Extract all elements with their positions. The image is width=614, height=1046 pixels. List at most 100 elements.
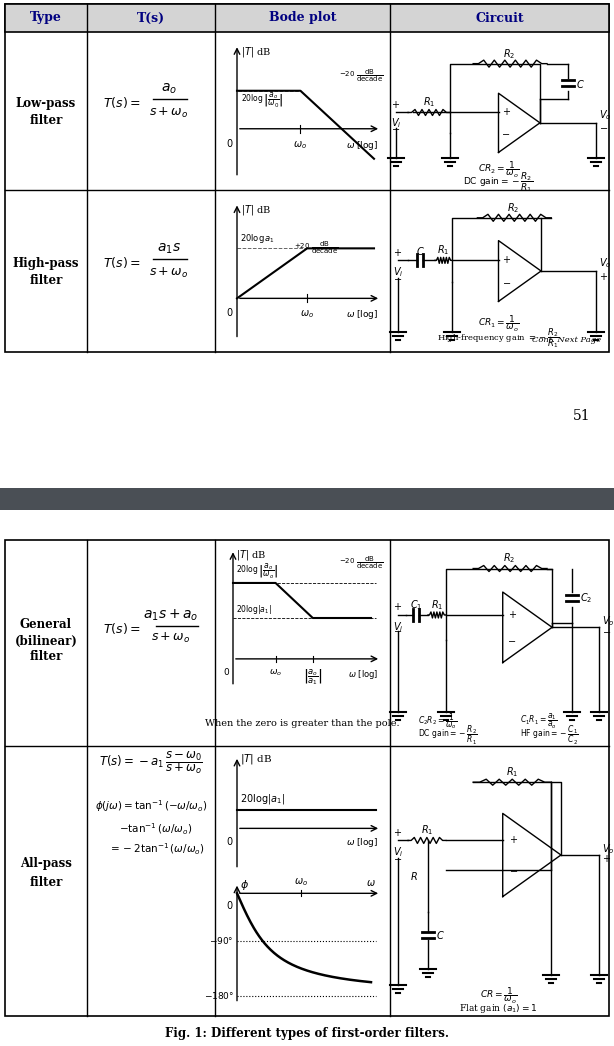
Text: $20\log|a_1|$: $20\log|a_1|$: [236, 602, 272, 616]
Text: $T(s) =$: $T(s) =$: [103, 95, 141, 111]
Text: Circuit: Circuit: [475, 12, 524, 24]
Text: High-frequency gain $= -\dfrac{R_2}{R_1}$: High-frequency gain $= -\dfrac{R_2}{R_1}…: [437, 326, 559, 349]
Text: High-pass: High-pass: [13, 256, 79, 270]
Text: $a_1 s$: $a_1 s$: [157, 242, 181, 256]
Text: $R_1$: $R_1$: [423, 95, 435, 110]
Text: Flat gain $(a_1) = 1$: Flat gain $(a_1) = 1$: [459, 1002, 538, 1015]
Text: $R_1$: $R_1$: [506, 766, 518, 779]
Text: $CR_1 = \dfrac{1}{\omega_o}$: $CR_1 = \dfrac{1}{\omega_o}$: [478, 314, 519, 335]
Text: Cont. Next Page: Cont. Next Page: [532, 336, 601, 344]
Text: $V_i$: $V_i$: [393, 620, 403, 634]
Text: $+$: $+$: [394, 601, 403, 613]
Text: $|T|$ dB: $|T|$ dB: [240, 752, 272, 766]
Text: $\omega\ \mathrm{[log]}$: $\omega\ \mathrm{[log]}$: [348, 668, 378, 681]
Text: $R_2$: $R_2$: [503, 47, 515, 61]
Text: $\omega\ \mathrm{[log]}$: $\omega\ \mathrm{[log]}$: [346, 837, 378, 849]
Bar: [5, 4, 609, 32]
Text: $\mathrm{DC\ gain} = -\dfrac{R_2}{R_1}$: $\mathrm{DC\ gain} = -\dfrac{R_2}{R_1}$: [464, 170, 534, 194]
Text: +: +: [502, 255, 510, 266]
Text: $R_2$: $R_2$: [507, 201, 519, 214]
Text: $s + \omega_o$: $s + \omega_o$: [152, 631, 190, 645]
Text: $C_1 R_1 = \dfrac{a_1}{a_o}$: $C_1 R_1 = \dfrac{a_1}{a_o}$: [519, 711, 557, 731]
Text: $V_i$: $V_i$: [393, 266, 403, 279]
Text: T(s): T(s): [137, 12, 165, 24]
Text: Type: Type: [30, 12, 62, 24]
Text: filter: filter: [29, 651, 63, 663]
Text: $V_i$: $V_i$: [391, 116, 402, 131]
Text: $-\tan^{-1}(\omega/\omega_o)$: $-\tan^{-1}(\omega/\omega_o)$: [119, 821, 193, 837]
Text: $=-2\tan^{-1}(\omega/\omega_o)$: $=-2\tan^{-1}(\omega/\omega_o)$: [107, 841, 204, 857]
Text: $20\log a_1$: $20\log a_1$: [240, 232, 275, 246]
Text: $-20\ \dfrac{\mathrm{dB}}{\mathrm{decade}}$: $-20\ \dfrac{\mathrm{dB}}{\mathrm{decade…: [340, 554, 384, 571]
Text: Fig. 1: Different types of first-order filters.: Fig. 1: Different types of first-order f…: [165, 1027, 449, 1041]
Text: $R_1$: $R_1$: [437, 244, 449, 257]
Text: $\omega_o$: $\omega_o$: [269, 668, 282, 679]
Text: $V_i$: $V_i$: [393, 845, 403, 859]
Text: $0$: $0$: [227, 836, 234, 847]
Text: $|T|$ dB: $|T|$ dB: [241, 45, 271, 59]
Text: $-$: $-$: [502, 129, 510, 138]
Text: filter: filter: [29, 114, 63, 128]
Text: $a_1 s + a_o$: $a_1 s + a_o$: [143, 608, 199, 622]
Text: $\omega_o$: $\omega_o$: [293, 139, 308, 151]
Text: $R_2$: $R_2$: [503, 551, 515, 566]
Text: $+$: $+$: [599, 271, 608, 281]
Text: General: General: [20, 618, 72, 632]
Text: $V_o$: $V_o$: [602, 614, 614, 629]
Text: $\left|\dfrac{a_o}{a_1}\right|$: $\left|\dfrac{a_o}{a_1}\right|$: [303, 668, 323, 687]
Text: $|T|$ dB: $|T|$ dB: [241, 203, 271, 218]
Text: $0$: $0$: [225, 137, 233, 149]
Text: $0$: $0$: [223, 666, 230, 677]
Text: $V_o$: $V_o$: [602, 842, 614, 856]
Text: +: +: [509, 836, 517, 845]
Text: $-$: $-$: [508, 865, 518, 874]
Text: All-pass: All-pass: [20, 857, 72, 869]
Text: $20\log\left|\dfrac{a_o}{\omega_o}\right|$: $20\log\left|\dfrac{a_o}{\omega_o}\right…: [236, 562, 279, 581]
Text: $+20\ \dfrac{\mathrm{dB}}{\mathrm{decade}}$: $+20\ \dfrac{\mathrm{dB}}{\mathrm{decade…: [294, 241, 339, 256]
Text: $\omega\ \mathrm{[log]}$: $\omega\ \mathrm{[log]}$: [346, 309, 378, 321]
Text: $C_2$: $C_2$: [580, 591, 593, 605]
Text: When the zero is greater than the pole.: When the zero is greater than the pole.: [205, 720, 400, 728]
Text: $-$: $-$: [394, 627, 403, 636]
Text: $\mathrm{DC\ gain} = -\dfrac{R_2}{R_1}$: $\mathrm{DC\ gain} = -\dfrac{R_2}{R_1}$: [418, 724, 478, 747]
Text: $+$: $+$: [602, 854, 611, 864]
Text: $V_o$: $V_o$: [599, 108, 612, 121]
Text: $CR = \dfrac{1}{\omega_o}$: $CR = \dfrac{1}{\omega_o}$: [480, 985, 517, 1005]
Text: $s + \omega_o$: $s + \omega_o$: [149, 266, 188, 280]
Text: $-$: $-$: [392, 124, 400, 133]
Text: $R_1$: $R_1$: [430, 598, 443, 612]
Text: $\omega\ \mathrm{[log]}$: $\omega\ \mathrm{[log]}$: [346, 139, 378, 152]
Text: $\phi$: $\phi$: [240, 878, 249, 892]
Text: $T(s) = -a_1\,\dfrac{s - \omega_0}{s + \omega_o}$: $T(s) = -a_1\,\dfrac{s - \omega_0}{s + \…: [99, 750, 203, 776]
Text: $\omega_o$: $\omega_o$: [300, 309, 314, 320]
Text: $T(s) =$: $T(s) =$: [103, 255, 141, 271]
Text: $+$: $+$: [392, 99, 400, 110]
Text: $\mathrm{HF\ gain} = -\dfrac{C_1}{C_2}$: $\mathrm{HF\ gain} = -\dfrac{C_1}{C_2}$: [519, 724, 578, 747]
Text: $C$: $C$: [416, 246, 424, 257]
Text: $a_o$: $a_o$: [161, 82, 177, 96]
Text: $0$: $0$: [227, 900, 234, 911]
Text: filter: filter: [29, 877, 63, 889]
Text: $-$: $-$: [394, 274, 403, 282]
Text: $-$: $-$: [502, 276, 511, 287]
Text: $\phi(j\omega) = \tan^{-1}(-\omega/\omega_o)$: $\phi(j\omega) = \tan^{-1}(-\omega/\omeg…: [95, 798, 208, 814]
Text: $R$: $R$: [410, 870, 418, 883]
Text: $C$: $C$: [576, 78, 585, 90]
Text: $0$: $0$: [225, 306, 233, 318]
Bar: [5, 540, 609, 1016]
Text: filter: filter: [29, 274, 63, 288]
Text: $\omega_o$: $\omega_o$: [294, 877, 308, 888]
Text: Bode plot: Bode plot: [269, 12, 336, 24]
Text: $R_1$: $R_1$: [421, 823, 433, 838]
Text: $T(s) =$: $T(s) =$: [103, 620, 141, 636]
Text: $-$: $-$: [394, 854, 403, 863]
Text: $C_2 R_2 = \dfrac{1}{\omega_o}$: $C_2 R_2 = \dfrac{1}{\omega_o}$: [418, 711, 457, 731]
Text: $20\log\left|\dfrac{a_o}{\omega_0}\right|$: $20\log\left|\dfrac{a_o}{\omega_0}\right…: [241, 91, 284, 111]
Text: +: +: [508, 610, 516, 620]
Text: $-$: $-$: [507, 635, 516, 644]
Text: $s + \omega_o$: $s + \omega_o$: [149, 106, 188, 120]
Text: Low-pass: Low-pass: [16, 96, 76, 110]
Bar: [0, 488, 614, 510]
Text: $-$: $-$: [599, 123, 608, 133]
Text: $+$: $+$: [394, 247, 403, 258]
